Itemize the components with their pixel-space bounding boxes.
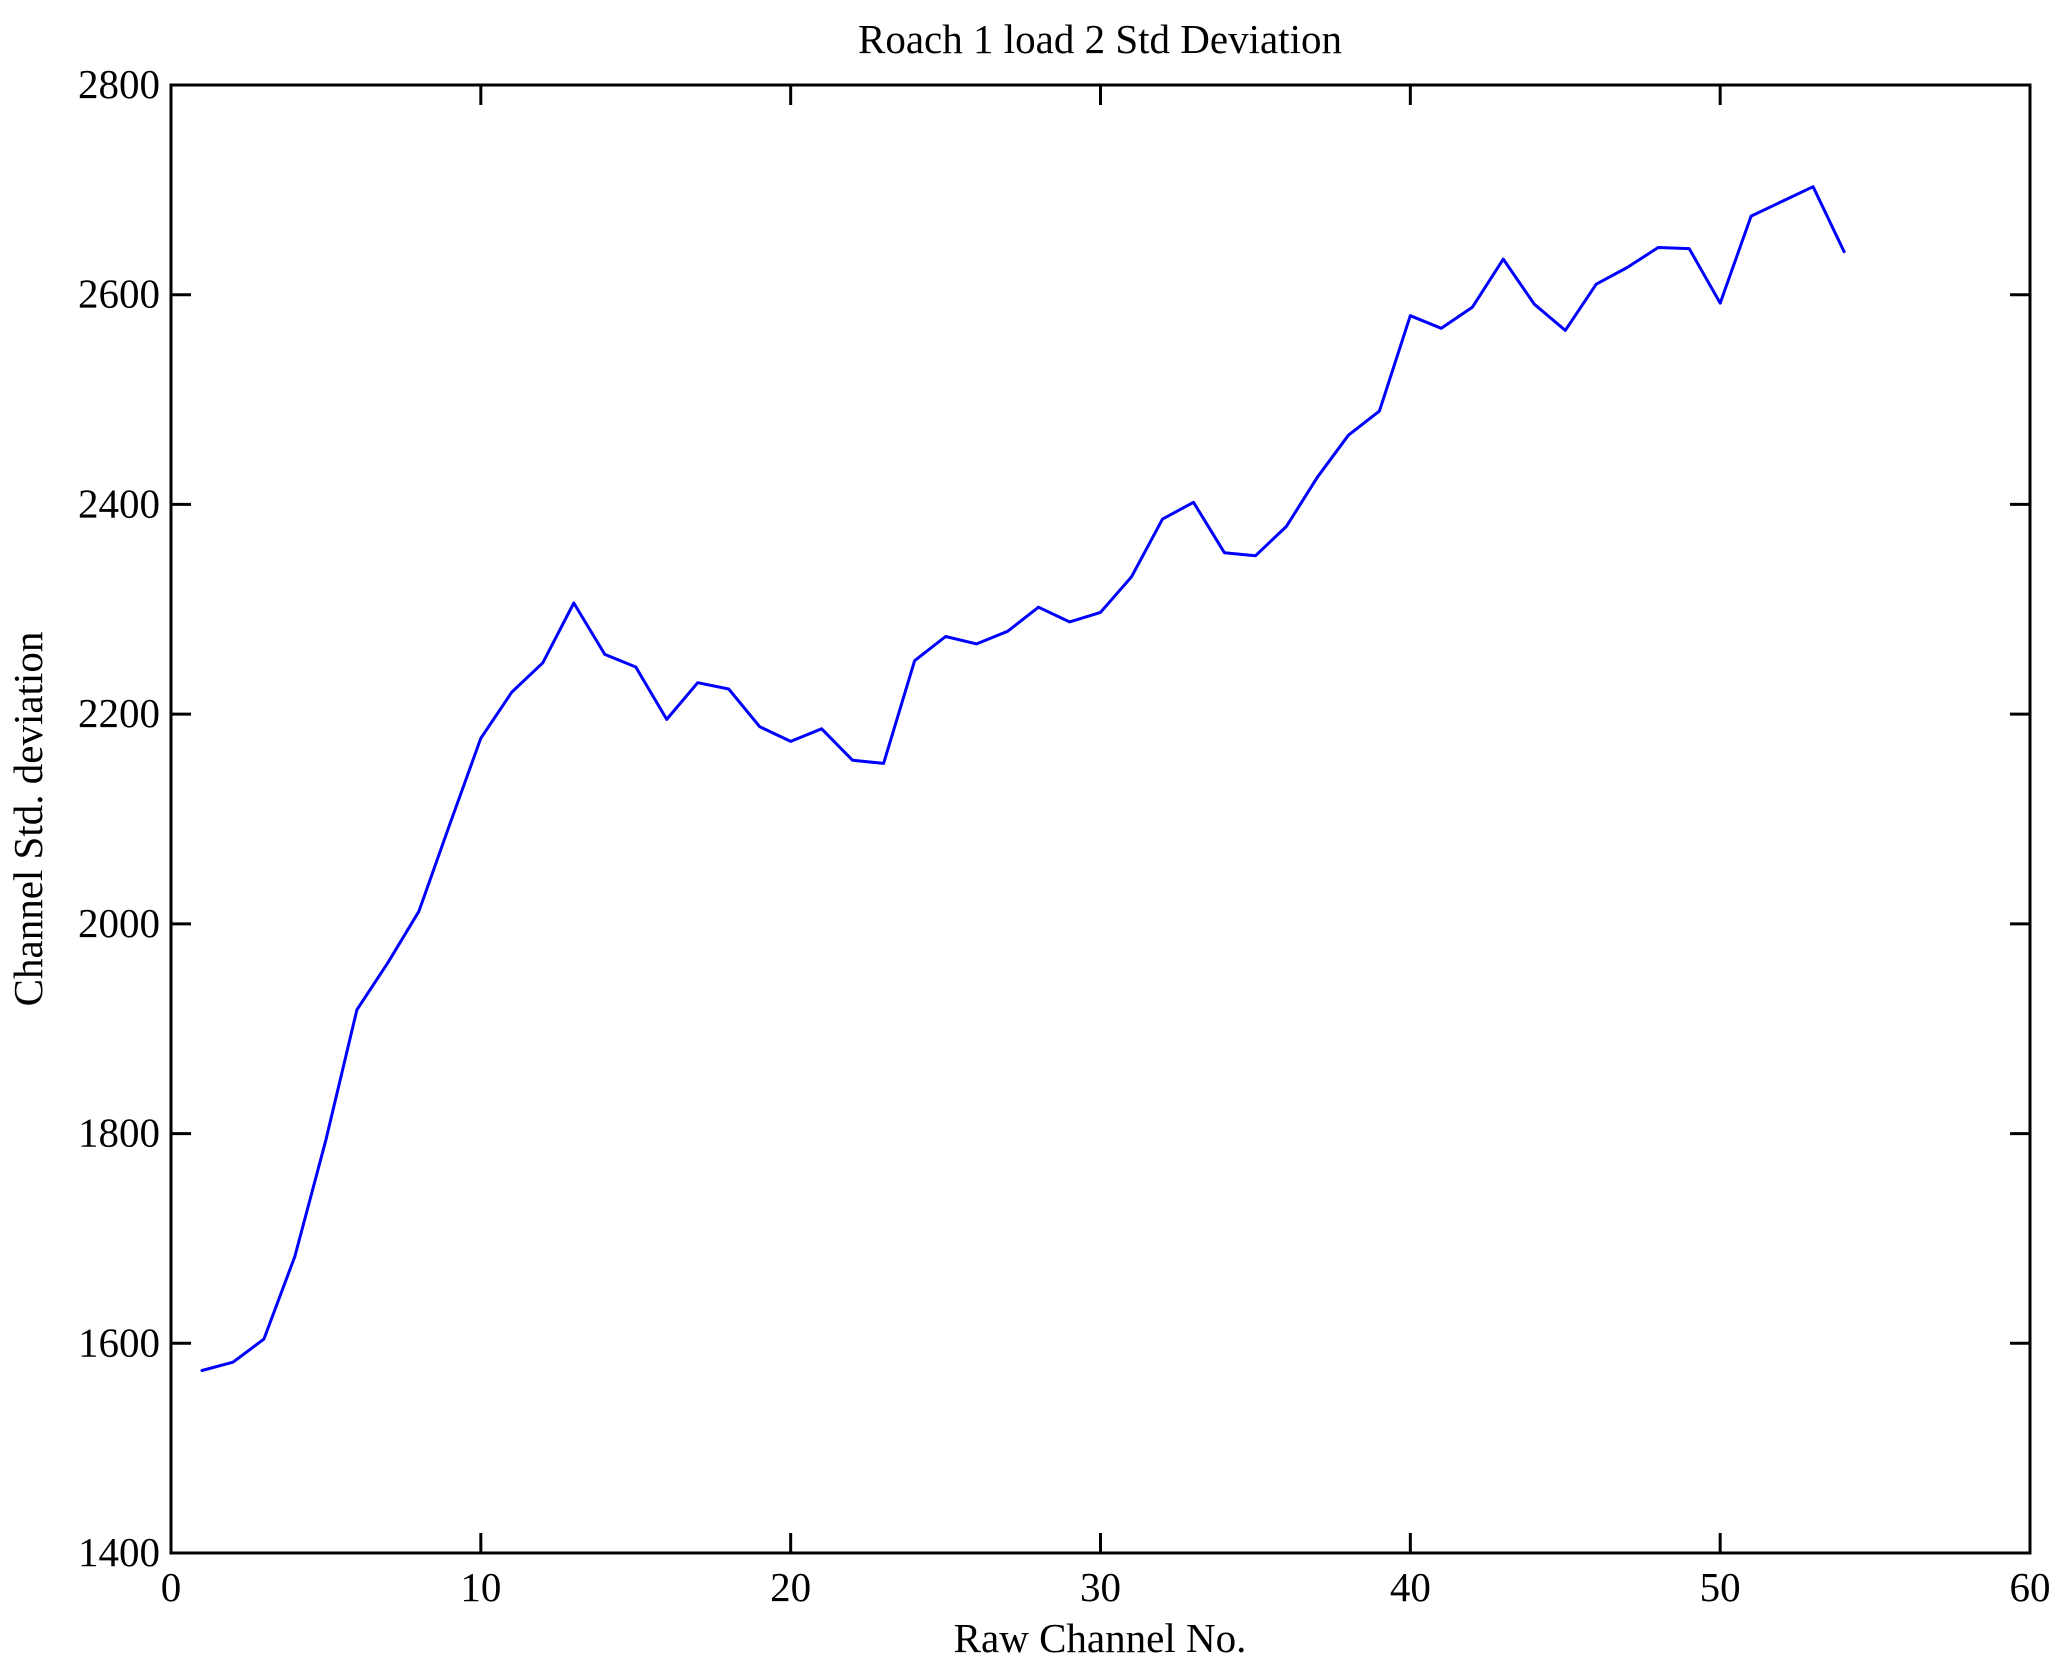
y-tick-label: 2800 (78, 61, 160, 107)
y-tick-label: 1400 (78, 1529, 160, 1575)
x-tick-label: 60 (2010, 1564, 2051, 1610)
series-line (200, 185, 1846, 1372)
y-tick-label: 2600 (78, 271, 160, 317)
x-tick-label: 30 (1080, 1564, 1121, 1610)
x-axis-tick-labels: 0 10 20 30 40 50 60 (161, 1564, 2051, 1610)
axes-box (169, 83, 2032, 1555)
plot-series-layer (200, 185, 1846, 1372)
chart-title: Roach 1 load 2 Std Deviation (858, 16, 1342, 62)
plot-axes-layer (169, 83, 2032, 1555)
y-tick-label: 2000 (78, 900, 160, 946)
x-tick-label: 20 (770, 1564, 811, 1610)
y-tick-label: 1800 (78, 1110, 160, 1156)
y-tick-label: 2200 (78, 690, 160, 736)
y-tick-label: 2400 (78, 480, 160, 526)
x-tick-label: 50 (1700, 1564, 1741, 1610)
x-tick-label: 10 (460, 1564, 501, 1610)
x-tick-label: 40 (1390, 1564, 1431, 1610)
y-axis-label: Channel Std. deviation (5, 632, 51, 1007)
y-axis-tick-labels: 1400 1600 1800 2000 2200 2400 2600 2800 (78, 61, 160, 1575)
y-tick-label: 1600 (78, 1319, 160, 1365)
x-tick-label: 0 (161, 1564, 182, 1610)
x-axis-label: Raw Channel No. (954, 1615, 1247, 1661)
